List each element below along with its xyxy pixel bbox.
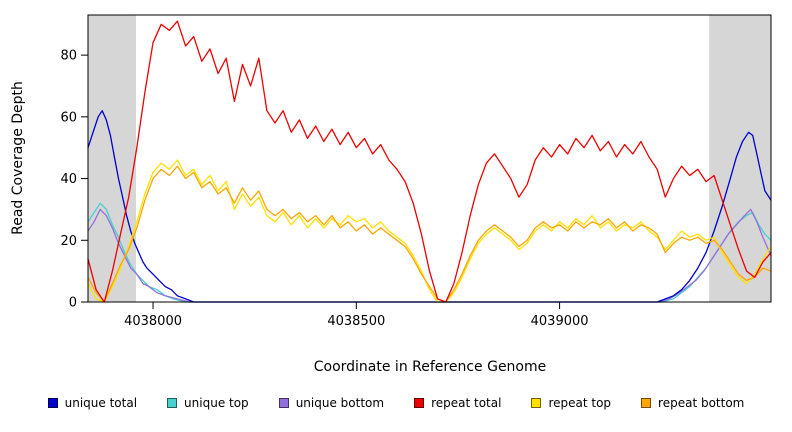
legend-swatch-repeat-total <box>414 398 425 408</box>
legend-item-unique-total: unique total <box>47 396 138 410</box>
plot-border <box>87 14 772 303</box>
x-axis-title: Coordinate in Reference Genome <box>314 359 547 375</box>
shaded-region-right <box>709 15 771 302</box>
legend-item-repeat-total: repeat total <box>414 396 501 410</box>
y-tick-label: 0 <box>69 296 77 311</box>
legend-swatch-unique-bottom <box>278 398 289 408</box>
y-tick-label: 60 <box>60 110 77 125</box>
shaded-region-left <box>88 15 136 302</box>
series-line-unique-total <box>87 110 772 303</box>
series-line-repeat-bottom <box>87 165 772 303</box>
legend-item-repeat-top: repeat top <box>531 396 611 410</box>
legend-label: repeat top <box>548 396 612 410</box>
y-axis-title: Read Coverage Depth <box>10 81 26 235</box>
series-line-repeat-top <box>87 159 772 303</box>
x-tick-label: 4038500 <box>327 314 385 329</box>
legend-swatch-repeat-bottom <box>641 398 652 408</box>
legend-label: unique total <box>64 396 138 410</box>
y-tick-label: 20 <box>60 234 77 249</box>
legend-swatch-repeat-top <box>531 398 542 408</box>
legend-swatch-unique-total <box>47 398 58 408</box>
legend-label: unique top <box>184 396 249 410</box>
x-tick-label: 4038000 <box>124 314 182 329</box>
legend-item-repeat-bottom: repeat bottom <box>641 396 744 410</box>
legend-item-unique-top: unique top <box>167 396 249 410</box>
legend-item-unique-bottom: unique bottom <box>278 396 385 410</box>
legend-swatch-unique-top <box>167 398 178 408</box>
y-tick-label: 40 <box>60 172 77 187</box>
legend-label: unique bottom <box>295 396 385 410</box>
y-tick-label: 80 <box>60 49 77 64</box>
coverage-chart: 4038000 4038500 4039000 0 20 40 60 80 Coordinat… <box>10 14 772 375</box>
x-tick-label: 4039000 <box>531 314 589 329</box>
series-line-repeat-total <box>87 20 772 303</box>
chart-legend: unique total unique top unique bottom repea… <box>0 396 792 410</box>
legend-label: repeat total <box>431 396 502 410</box>
legend-label: repeat bottom <box>658 396 745 410</box>
